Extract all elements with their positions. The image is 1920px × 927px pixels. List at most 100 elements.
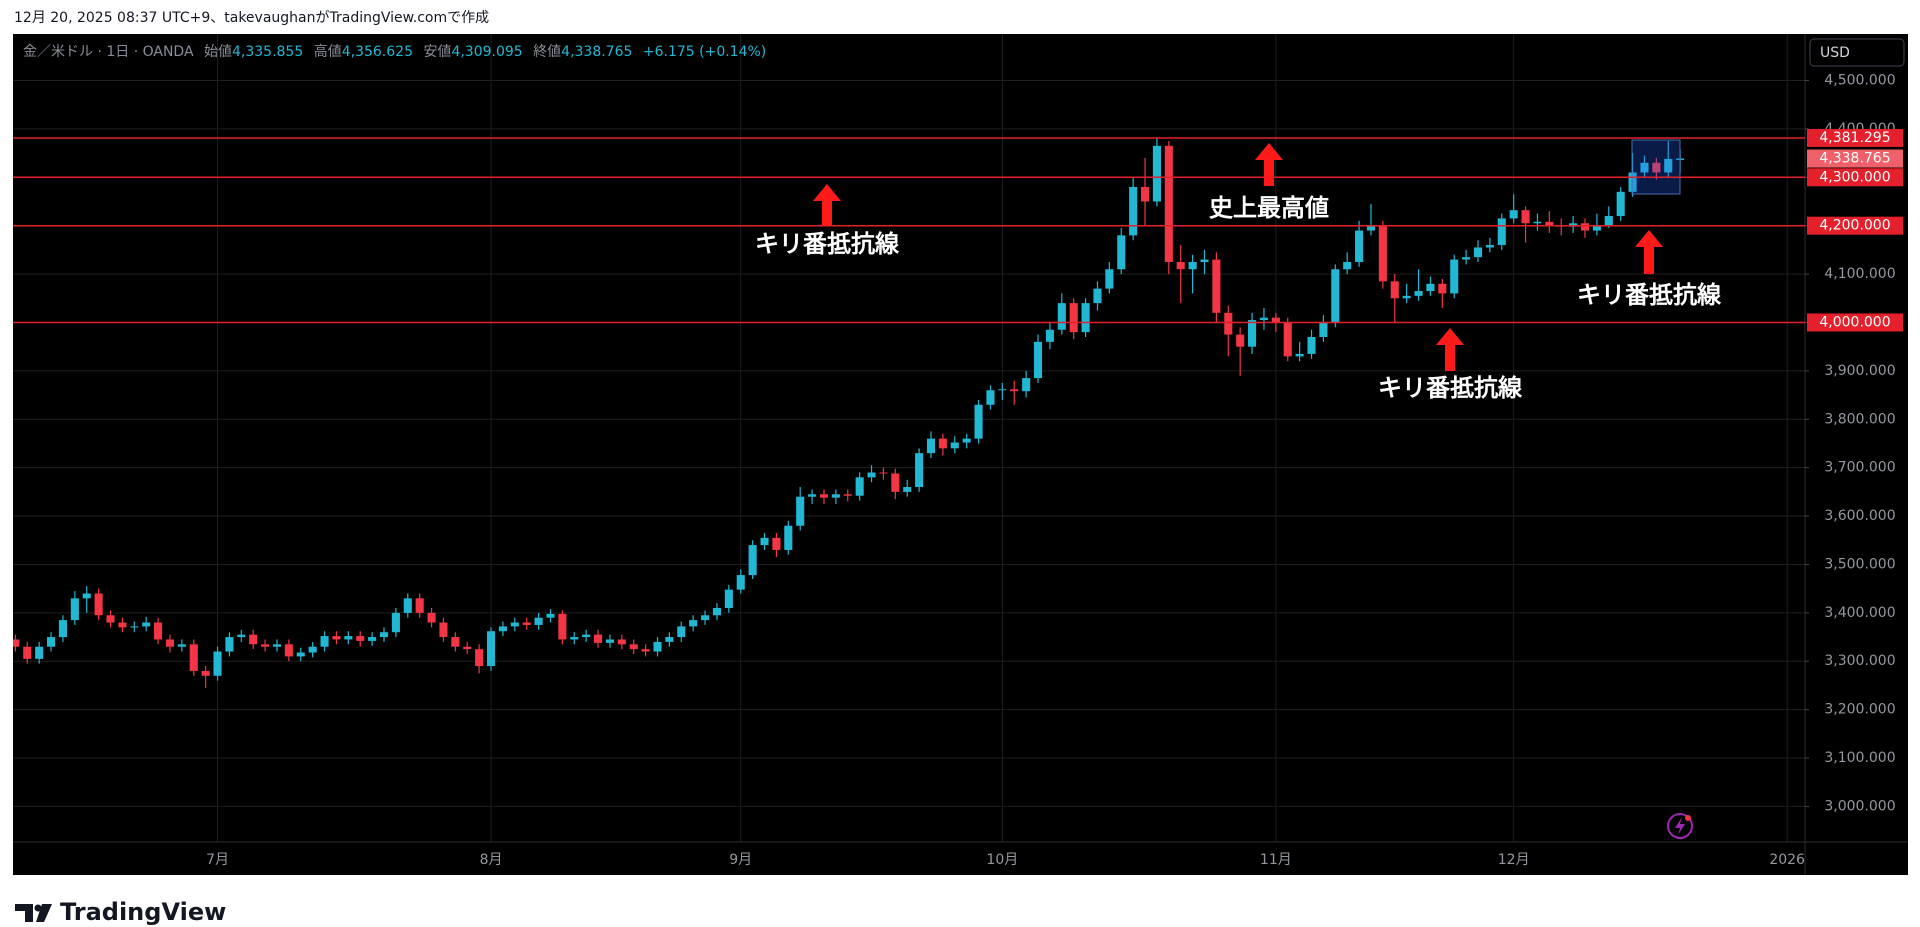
legend-symbol: 金／米ドル · 1日 · OANDA: [23, 44, 194, 60]
candle-body: [415, 598, 424, 613]
y-tick-label: 3,400.000: [1824, 605, 1895, 621]
price-label-box: [1807, 128, 1903, 147]
candle-body: [986, 390, 995, 405]
legend-value: 4,309.095: [451, 44, 522, 60]
y-tick-label: 3,300.000: [1824, 653, 1895, 669]
alert-dot: [1685, 815, 1691, 821]
currency-button[interactable]: [1809, 38, 1905, 67]
chart-background: [13, 34, 1908, 875]
candle-body: [629, 644, 638, 650]
candle-body: [451, 637, 460, 647]
logo-mark: [34, 904, 42, 912]
candle-body: [712, 608, 722, 616]
candle-body: [391, 612, 400, 633]
candle-body: [1652, 162, 1661, 173]
candle-body: [962, 438, 971, 443]
price-label-box: [1807, 313, 1903, 332]
candle-body: [130, 626, 139, 628]
candle-body: [296, 652, 305, 657]
candle-body: [1521, 210, 1530, 224]
candle-body: [1033, 341, 1043, 379]
candle-body: [1497, 218, 1506, 246]
candle-body: [1010, 389, 1019, 392]
candle-body: [926, 438, 936, 454]
candle-body: [1176, 261, 1185, 270]
candle-body: [1271, 317, 1280, 323]
alert-bolt: [1675, 817, 1685, 835]
candle-body: [784, 525, 793, 550]
candle-body: [570, 637, 579, 640]
candle-body: [534, 617, 543, 625]
price-label: 4,000.000: [1819, 314, 1890, 330]
x-tick-label: 9月: [729, 852, 752, 868]
candle-body: [1628, 172, 1637, 192]
candle-body: [1664, 158, 1673, 173]
candle-body: [379, 632, 389, 638]
annotation: キリ番抵抗線: [1577, 281, 1722, 309]
legend-label: 安値: [423, 44, 451, 60]
candle-body: [284, 644, 293, 657]
candle-body: [154, 622, 163, 640]
candle-body: [47, 637, 56, 647]
candle-body: [249, 634, 258, 645]
candle-body: [35, 646, 44, 659]
alert-icon[interactable]: [1667, 813, 1693, 839]
candle-body: [1057, 303, 1066, 330]
candle-body: [617, 639, 626, 645]
candle-body: [142, 622, 151, 627]
candle-body: [891, 473, 900, 492]
candle-body: [1259, 317, 1268, 321]
legend-value: 4,338.765: [561, 44, 632, 60]
candle-body: [58, 620, 67, 638]
candle-body: [82, 593, 91, 599]
candle-body: [1307, 337, 1316, 354]
candle-body: [1640, 162, 1649, 173]
footer-logo: [15, 904, 52, 922]
candle-body: [1402, 295, 1411, 299]
candle-body: [998, 389, 1007, 391]
candle-body: [237, 634, 246, 638]
x-tick-label: 2026: [1769, 852, 1805, 868]
candle-body: [903, 487, 912, 492]
candle-body: [1224, 312, 1233, 335]
candle-body: [1331, 269, 1340, 323]
candle-body: [1248, 320, 1257, 347]
candle-body: [808, 494, 817, 497]
candle-body: [1164, 145, 1173, 262]
candle-body: [1152, 145, 1161, 202]
annotation: キリ番抵抗線: [1378, 374, 1523, 402]
candle-body: [1604, 216, 1613, 226]
candle-body: [1129, 186, 1138, 236]
y-tick-label: 4,100.000: [1824, 266, 1895, 282]
candle-body: [938, 438, 947, 449]
candle-body: [13, 639, 20, 647]
candle-body: [272, 644, 282, 647]
candle-body: [1462, 257, 1471, 260]
candle-body: [106, 615, 115, 623]
candle-body: [1426, 283, 1435, 292]
last-price-box: [1807, 149, 1903, 168]
candle-body: [165, 639, 175, 647]
candle-body: [427, 612, 436, 623]
candle-body: [1378, 225, 1387, 282]
candle-body: [1212, 259, 1221, 313]
candle-body: [213, 651, 222, 676]
candle-body: [1366, 225, 1376, 231]
candle-body: [558, 613, 567, 640]
candle-body: [1438, 283, 1447, 294]
x-tick-label: 8月: [480, 852, 503, 868]
candle-body: [1188, 261, 1197, 270]
legend-label: 高値: [314, 43, 342, 60]
candle-body: [867, 472, 876, 478]
candle-body: [1022, 378, 1031, 392]
x-tick-label: 10月: [986, 852, 1018, 868]
y-tick-label: 3,700.000: [1824, 460, 1895, 476]
candle-body: [689, 620, 698, 627]
candle-body: [1343, 261, 1352, 270]
candle-body: [831, 494, 840, 498]
price-label: 4,381.295: [1819, 130, 1890, 146]
candle-body: [641, 649, 650, 652]
y-tick-label: 3,800.000: [1824, 411, 1895, 427]
candle-body: [582, 634, 591, 638]
